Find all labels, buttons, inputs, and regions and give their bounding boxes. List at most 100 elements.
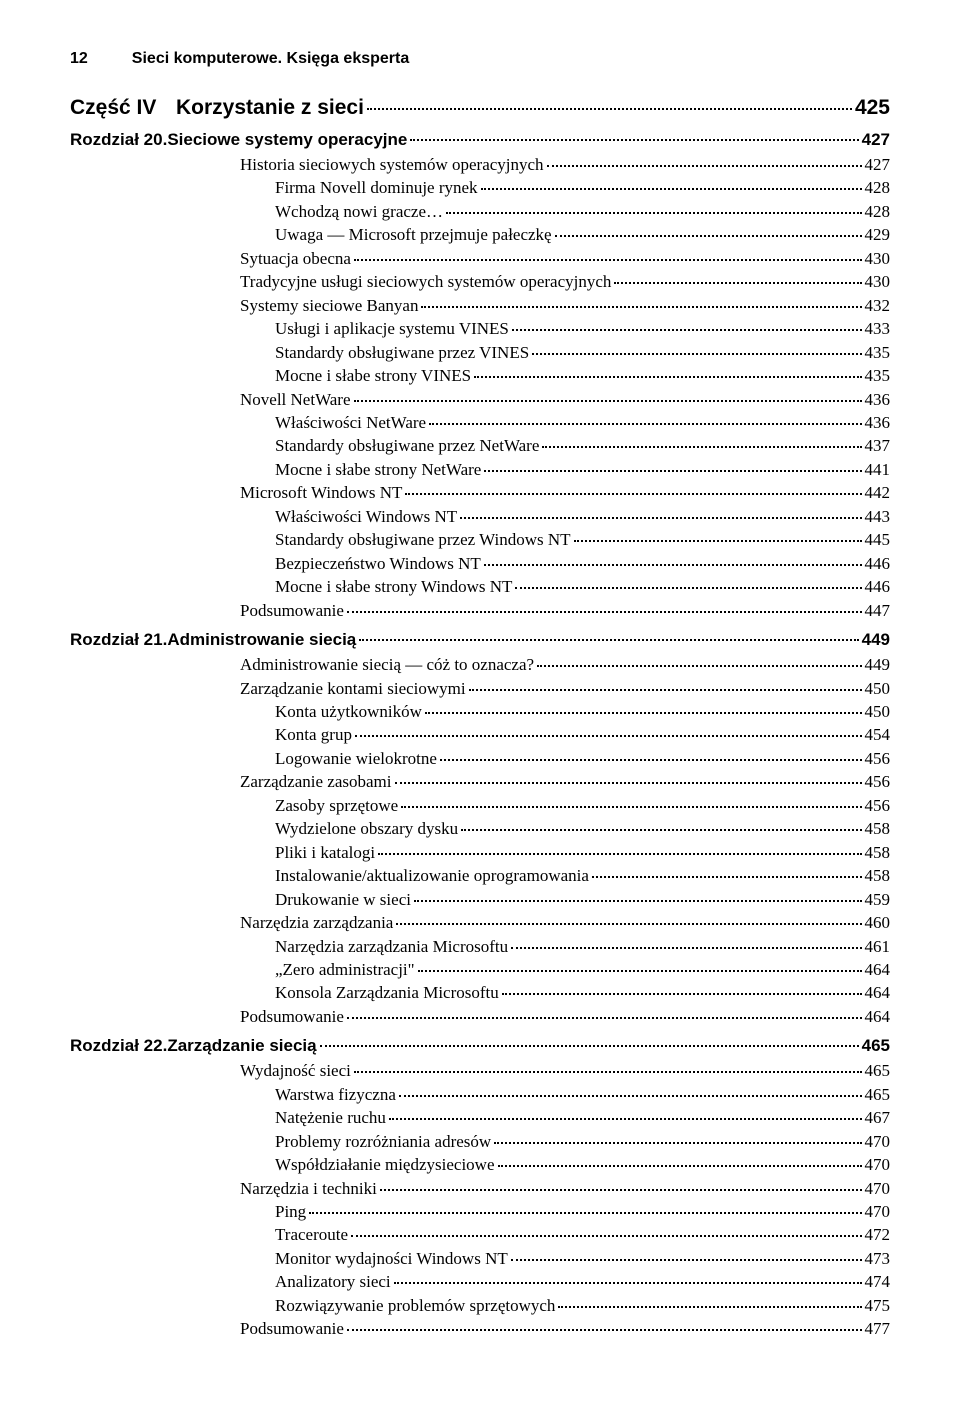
toc-entry: Narzędzia zarządzania Microsoftu461 [70, 935, 890, 958]
chapter-heading: Rozdział 22. Zarządzanie siecią465 [70, 1036, 890, 1056]
toc-entry-page: 475 [865, 1294, 891, 1317]
toc-entry-text: Traceroute [275, 1223, 348, 1246]
toc-entry: Mocne i słabe strony NetWare441 [70, 458, 890, 481]
toc-entry-page: 458 [865, 864, 891, 887]
toc-entry: Natężenie ruchu 467 [70, 1106, 890, 1129]
toc-entry-page: 458 [865, 817, 891, 840]
toc-leader [484, 470, 861, 472]
toc-leader [461, 829, 861, 831]
toc-leader [574, 540, 862, 542]
toc-entry: Mocne i słabe strony VINES435 [70, 364, 890, 387]
toc-entry-page: 436 [865, 411, 891, 434]
toc-entry-text: Konsola Zarządzania Microsoftu [275, 981, 499, 1004]
toc-leader [532, 353, 861, 355]
page-number: 12 [70, 50, 88, 68]
toc-entry-page: 473 [865, 1247, 891, 1270]
toc-entry: Firma Novell dominuje rynek428 [70, 176, 890, 199]
toc-entry-page: 474 [865, 1270, 891, 1293]
toc-entry-text: Podsumowanie [240, 599, 344, 622]
toc-leader [380, 1189, 862, 1191]
toc-leader [421, 306, 861, 308]
toc-entry: Traceroute472 [70, 1223, 890, 1246]
toc-entry-text: Problemy rozróżniania adresów [275, 1130, 491, 1153]
toc-leader [405, 493, 861, 495]
toc-entry-page: 470 [865, 1200, 891, 1223]
toc-leader [547, 165, 862, 167]
toc-entry-page: 430 [865, 247, 891, 270]
toc-entry-text: Historia sieciowych systemów operacyjnyc… [240, 153, 544, 176]
toc-entry-text: Uwaga — Microsoft przejmuje pałeczkę [275, 223, 552, 246]
toc-entry: „Zero administracji"464 [70, 958, 890, 981]
toc-entry-text: Sytuacja obecna [240, 247, 351, 270]
toc-entry: Narzędzia zarządzania460 [70, 911, 890, 934]
book-title: Sieci komputerowe. Księga eksperta [132, 50, 409, 68]
toc-entry-page: 443 [865, 505, 891, 528]
toc-entry: Mocne i słabe strony Windows NT446 [70, 575, 890, 598]
toc-leader [614, 282, 861, 284]
toc-leader [354, 1071, 862, 1073]
toc-leader [440, 759, 862, 761]
toc-entry-text: Natężenie ruchu [275, 1106, 386, 1129]
toc-entry-page: 467 [865, 1106, 891, 1129]
chapter-page: 465 [862, 1036, 890, 1056]
part-page: 425 [855, 96, 890, 120]
toc-entry: Novell NetWare436 [70, 388, 890, 411]
toc-leader [414, 900, 862, 902]
toc-entry-text: Standardy obsługiwane przez NetWare [275, 434, 539, 457]
toc-leader [347, 611, 862, 613]
toc-entry-text: Zarządzanie zasobami [240, 770, 392, 793]
toc-entry: Problemy rozróżniania adresów470 [70, 1130, 890, 1153]
toc-entry-page: 465 [865, 1059, 891, 1082]
toc-entry: Zarządzanie zasobami 456 [70, 770, 890, 793]
toc-entry: Zasoby sprzętowe456 [70, 794, 890, 817]
chapter-heading: Rozdział 20. Sieciowe systemy operacyjne… [70, 130, 890, 150]
toc-entry: Microsoft Windows NT442 [70, 481, 890, 504]
chapter-heading: Rozdział 21. Administrowanie siecią449 [70, 630, 890, 650]
toc-entry-text: Bezpieczeństwo Windows NT [275, 552, 481, 575]
toc-entry-page: 461 [865, 935, 891, 958]
toc-leader [401, 806, 861, 808]
toc-entry-text: Mocne i słabe strony Windows NT [275, 575, 512, 598]
toc-entry-text: „Zero administracji" [275, 958, 415, 981]
toc-entry-page: 445 [865, 528, 891, 551]
chapter-title: Sieciowe systemy operacyjne [167, 130, 407, 150]
toc-leader [354, 400, 862, 402]
toc-entry: Właściwości NetWare436 [70, 411, 890, 434]
toc-entry-text: Administrowanie siecią — cóż to oznacza? [240, 653, 534, 676]
toc-entry-page: 454 [865, 723, 891, 746]
toc-entry-page: 470 [865, 1153, 891, 1176]
toc-leader [355, 735, 862, 737]
toc-entry-page: 427 [865, 153, 891, 176]
toc-leader [351, 1235, 861, 1237]
toc-leader [347, 1329, 862, 1331]
toc-leader [537, 665, 861, 667]
toc-leader [347, 1017, 862, 1019]
toc-leader [396, 923, 861, 925]
toc-entry-page: 456 [865, 770, 891, 793]
toc-leader [410, 139, 858, 141]
toc-entry-text: Wchodzą nowi gracze… [275, 200, 443, 223]
toc-entry-page: 477 [865, 1317, 891, 1340]
toc-entry-page: 437 [865, 434, 891, 457]
toc-entry-page: 436 [865, 388, 891, 411]
toc-entry-page: 435 [865, 341, 891, 364]
toc-entry-page: 458 [865, 841, 891, 864]
toc-entry: Standardy obsługiwane przez VINES435 [70, 341, 890, 364]
toc-entry-page: 464 [865, 1005, 891, 1028]
toc-entry-text: Drukowanie w sieci [275, 888, 411, 911]
toc-entry: Narzędzia i techniki470 [70, 1177, 890, 1200]
toc-leader [378, 853, 861, 855]
part-label: Część IV [70, 96, 176, 120]
toc-entry: Drukowanie w sieci459 [70, 888, 890, 911]
toc-entry-text: Zarządzanie kontami sieciowymi [240, 677, 466, 700]
toc-entry: Podsumowanie477 [70, 1317, 890, 1340]
toc-entry-text: Usługi i aplikacje systemu VINES [275, 317, 509, 340]
toc-leader [511, 1259, 862, 1261]
part-heading: Część IV Korzystanie z sieci 425 [70, 96, 890, 120]
toc-leader [555, 235, 862, 237]
toc-entry: Wchodzą nowi gracze… 428 [70, 200, 890, 223]
toc-entry: Standardy obsługiwane przez Windows NT44… [70, 528, 890, 551]
toc-leader [446, 212, 861, 214]
toc-entry: Uwaga — Microsoft przejmuje pałeczkę429 [70, 223, 890, 246]
toc-entry-page: 428 [865, 200, 891, 223]
